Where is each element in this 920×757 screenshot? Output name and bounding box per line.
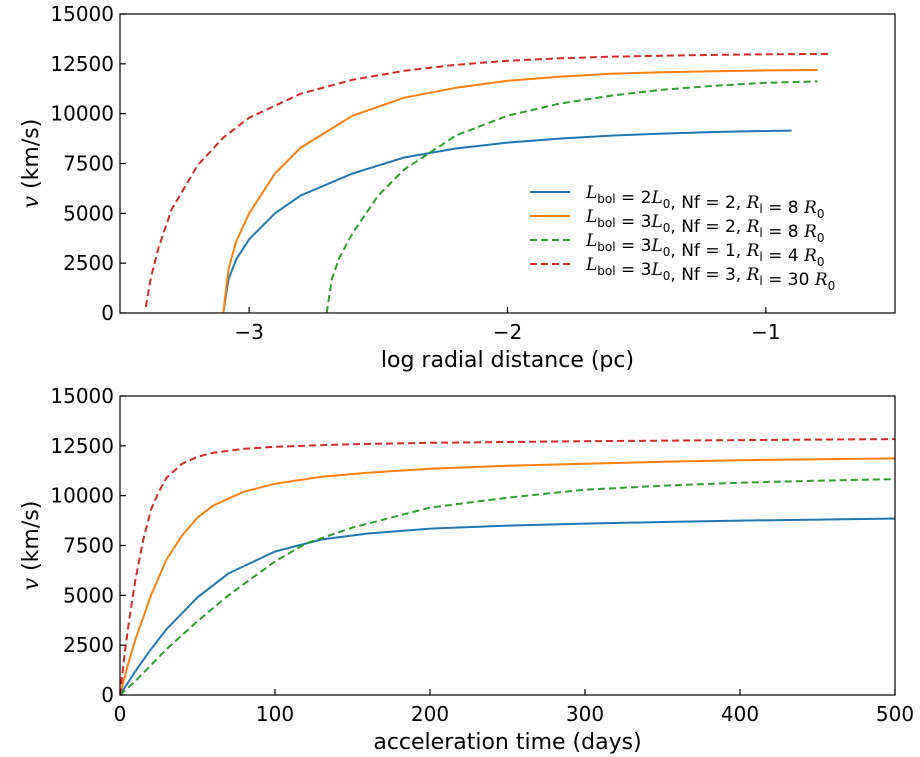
x-tick-label: 100 — [256, 702, 294, 726]
y-tick-label: 7500 — [63, 534, 114, 558]
y-tick-label: 0 — [101, 683, 114, 707]
y-tick-label: 10000 — [50, 102, 114, 126]
x-tick-label: 200 — [411, 702, 449, 726]
x-tick-label: 300 — [566, 702, 604, 726]
top-plot-frame — [119, 13, 896, 314]
bottom-x-axis-label: acceleration time (days) — [373, 730, 641, 755]
y-tick-label: 0 — [101, 301, 114, 325]
x-tick-label: 500 — [876, 702, 914, 726]
top-x-axis-label: log radial distance (pc) — [381, 348, 634, 373]
legend-entry: Lbol = 3L0, Nf = 2, Rl = 8 R0 — [585, 207, 824, 245]
top-y-axis-label: v (km/s) — [19, 119, 44, 209]
legend-entry: Lbol = 2L0, Nf = 2, Rl = 8 R0 — [585, 183, 824, 221]
top-panel: −3 −2 −1 0 2500 5000 7500 10000 12500 15000 log r… — [19, 2, 896, 373]
series-line-bottom-1 — [120, 457, 895, 695]
series-line-top-0 — [222, 129, 792, 313]
bottom-plot-frame — [119, 395, 896, 696]
y-tick-label: 12500 — [50, 434, 114, 458]
legend-entry: Lbol = 3L0, Nf = 3, Rl = 30 R0 — [585, 255, 835, 293]
y-tick-label: 15000 — [50, 384, 114, 408]
x-tick-label: 400 — [721, 702, 759, 726]
series-line-bottom-3 — [120, 438, 895, 695]
bottom-panel: 0 100 200 300 400 500025005000750010000125001… — [19, 384, 914, 755]
x-tick-label: 0 — [114, 702, 127, 726]
series-line-bottom-0 — [120, 517, 895, 695]
y-tick-label: 7500 — [63, 152, 114, 176]
y-tick-label: 5000 — [63, 201, 114, 225]
series-line-top-3 — [144, 52, 831, 308]
series-line-top-2 — [325, 80, 818, 313]
x-tick-label: −2 — [493, 320, 522, 344]
x-tick-label: −1 — [751, 320, 780, 344]
series-line-bottom-2 — [120, 478, 895, 695]
series-line-top-1 — [222, 69, 818, 313]
y-tick-label: 12500 — [50, 52, 114, 76]
y-tick-label: 10000 — [50, 484, 114, 508]
y-tick-label: 5000 — [63, 583, 114, 607]
y-tick-label: 15000 — [50, 2, 114, 26]
x-tick-label: −3 — [234, 320, 263, 344]
legend-entry: Lbol = 3L0, Nf = 1, Rl = 4 R0 — [585, 231, 824, 269]
y-tick-label: 2500 — [63, 633, 114, 657]
y-tick-label: 2500 — [63, 251, 114, 275]
bottom-y-axis-label: v (km/s) — [19, 501, 44, 591]
